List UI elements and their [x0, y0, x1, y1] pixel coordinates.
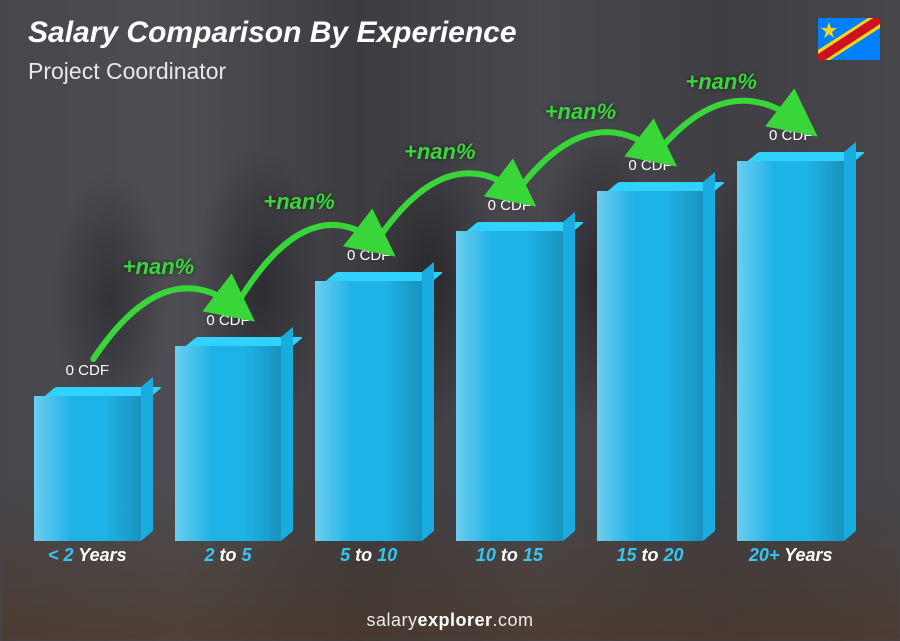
footer-suffix: .com: [493, 610, 534, 630]
footer-watermark: salaryexplorer.com: [0, 610, 900, 631]
footer-prefix: salary: [366, 610, 417, 630]
chart-subtitle: Project Coordinator: [28, 58, 226, 85]
increase-label: +nan%: [123, 254, 195, 280]
flag-icon: [818, 18, 880, 60]
increase-label: +nan%: [545, 99, 617, 125]
increase-arrows: [28, 100, 850, 571]
footer-bold: explorer: [417, 610, 492, 630]
increase-arrow: [93, 288, 236, 359]
increase-arrow: [375, 173, 518, 244]
bar-chart: 0 CDF0 CDF0 CDF0 CDF0 CDF0 CDF < 2 Years…: [28, 100, 850, 571]
increase-arrow: [234, 225, 377, 309]
increase-label: +nan%: [404, 139, 476, 165]
increase-arrow: [515, 132, 658, 194]
chart-title: Salary Comparison By Experience: [28, 16, 517, 50]
increase-label: +nan%: [263, 189, 335, 215]
increase-arrow: [656, 101, 799, 154]
increase-label: +nan%: [685, 69, 757, 95]
chart-canvas: Salary Comparison By Experience Project …: [0, 0, 900, 641]
title-text: Salary Comparison By Experience: [28, 16, 517, 49]
subtitle-text: Project Coordinator: [28, 58, 226, 84]
